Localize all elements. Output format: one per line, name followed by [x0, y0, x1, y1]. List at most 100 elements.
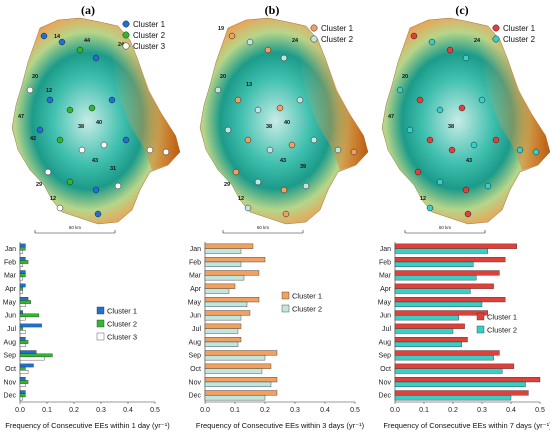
station-dot	[266, 146, 274, 154]
legend-label: Cluster 3	[133, 42, 166, 51]
bar-chart-7days: 0.0 0.1 0.2 0.3 0.4 0.5 Jan Feb Mar Apr May Jun Jul A…	[378, 242, 550, 430]
station-dot	[66, 106, 74, 114]
bar-cluster-3-jul	[19, 330, 26, 334]
station-dot	[108, 96, 116, 104]
station-dot	[94, 210, 102, 218]
station-label: 38	[448, 124, 454, 130]
station-dot	[244, 204, 252, 212]
x-tick-label: 0.4	[123, 407, 133, 414]
y-tick-label: May	[3, 299, 17, 306]
bar-cluster-1-apr	[204, 283, 236, 289]
station-dot	[436, 106, 444, 114]
bar-cluster-2-jan	[204, 248, 242, 254]
map-b-stations	[214, 32, 358, 218]
bar-cluster-1-jun	[19, 310, 23, 314]
y-tick-label: Nov	[4, 379, 17, 386]
station-label: 20	[32, 74, 38, 80]
y-tick-label: May	[378, 299, 392, 306]
x-tick-label: 0.5	[535, 407, 545, 414]
map-b: 19 24 20 13 38 40 43 39 29 12 Cluster 1 …	[199, 17, 369, 234]
legend-swatch	[281, 291, 290, 300]
x-tick-label: 0.0	[390, 407, 400, 414]
bar-cluster-2-oct	[394, 368, 503, 374]
bar-cluster-1-sep	[204, 350, 278, 356]
x-tick-label: 0.3	[477, 407, 487, 414]
bar-cluster-3-mar	[19, 276, 23, 281]
bar-cluster-2-may	[204, 301, 248, 308]
station-dot	[406, 126, 414, 134]
y-tick-label: Sep	[189, 353, 202, 360]
bar-cluster-3-may	[19, 303, 26, 308]
legend-label: Cluster 3	[107, 333, 137, 342]
y-tick-label: Oct	[190, 366, 201, 373]
station-dot	[246, 38, 254, 46]
station-dot	[302, 182, 310, 190]
bar-cluster-1-nov	[204, 377, 278, 383]
station-dot	[280, 186, 288, 194]
bar-cluster-1-apr	[19, 283, 26, 288]
bar-cluster-1-may	[19, 297, 29, 301]
station-label: 39	[300, 164, 306, 170]
bar-cluster-2-mar	[19, 273, 26, 278]
station-label: 24	[292, 38, 299, 44]
station-dot	[114, 182, 122, 190]
y-tick-label: Dec	[189, 393, 202, 400]
bar-cluster-2-jan	[394, 248, 489, 254]
station-label: 12	[50, 196, 56, 202]
bar-chart-1day: 0.0 0.1 0.2 0.3 0.4 0.5 Jan Feb Mar Apr May Jun Jul A…	[3, 242, 170, 430]
station-dot	[66, 178, 74, 186]
y-tick-label: Aug	[189, 339, 202, 346]
bar-cluster-1-jun	[204, 310, 251, 316]
bar-cluster-2-dec	[19, 393, 26, 398]
bar-cluster-1-oct	[19, 363, 34, 368]
station-label: 43	[466, 158, 472, 164]
map-a-scale-bar: 60 km	[34, 225, 116, 234]
bar-cluster-2-jan	[19, 246, 26, 251]
station-label: 43	[280, 158, 286, 164]
station-dot	[396, 86, 404, 94]
scale-label: 60 km	[257, 225, 270, 230]
x-tick-label: 0.5	[350, 407, 360, 414]
y-tick-label: Jul	[382, 326, 391, 333]
bar-cluster-3-oct	[19, 370, 29, 374]
bar-cluster-3-jan	[19, 250, 23, 254]
legend-label: Cluster 2	[487, 326, 517, 335]
y-tick-label: Oct	[380, 366, 391, 373]
bar-cluster-2-jul	[204, 328, 239, 334]
station-dot	[46, 96, 54, 104]
bar-cluster-1-sep	[394, 350, 500, 356]
bar-cluster-3-dec	[19, 396, 23, 401]
bar-cluster-2-jul	[19, 326, 23, 331]
station-dot	[78, 146, 86, 154]
bar-cluster-1-jan	[394, 243, 518, 249]
y-tick-label: Jan	[5, 246, 16, 253]
bar-cluster-3-jun	[19, 316, 26, 321]
station-dot	[334, 146, 342, 154]
map-b-scale-bar: 60 km	[222, 225, 304, 234]
y-tick-label: Nov	[189, 379, 202, 386]
station-label: 29	[36, 182, 42, 188]
bar-cluster-2-aug	[204, 341, 239, 348]
station-label: 42	[30, 136, 36, 142]
map-c-stations	[396, 32, 540, 218]
bar-cluster-2-apr	[394, 288, 471, 294]
legend-swatch-cluster-1	[492, 24, 500, 32]
bar-cluster-1-sep	[19, 350, 37, 354]
station-dot	[122, 136, 130, 144]
station-dot	[26, 86, 34, 94]
station-dot	[56, 136, 64, 144]
station-label: 38	[78, 124, 84, 130]
y-tick-label: Feb	[4, 259, 16, 266]
station-dot	[40, 32, 48, 40]
y-tick-label: Aug	[379, 339, 392, 346]
legend-swatch-cluster-2	[492, 35, 500, 43]
station-label: 20	[220, 74, 226, 80]
bar-cluster-1-nov	[19, 377, 26, 381]
bar-cluster-2-nov	[394, 381, 526, 388]
y-tick-label: Jul	[7, 326, 16, 333]
bar-cluster-1-nov	[394, 377, 541, 383]
station-dot	[484, 182, 492, 190]
bar-cluster-2-nov	[19, 380, 29, 384]
legend-swatch	[476, 312, 485, 321]
station-dot	[470, 141, 478, 149]
